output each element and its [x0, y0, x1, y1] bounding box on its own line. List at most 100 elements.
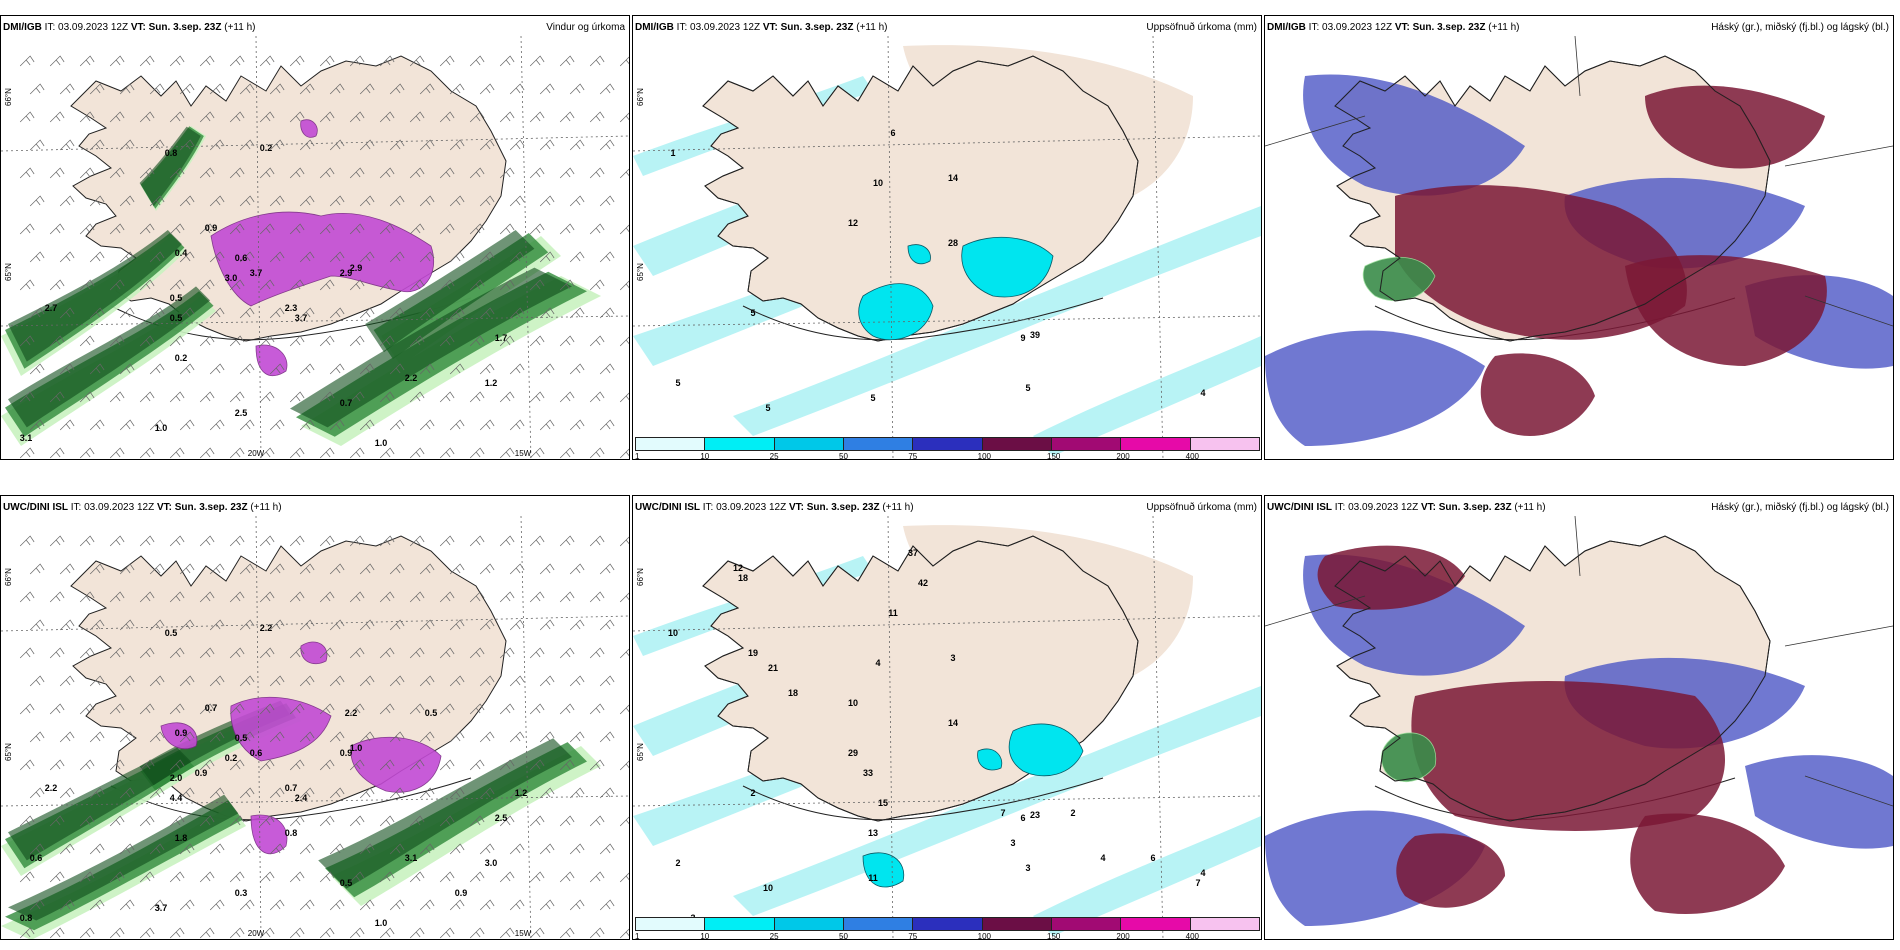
wind-barb	[529, 55, 545, 67]
wind-barb	[169, 447, 185, 459]
wind-barb	[109, 871, 125, 883]
wind-barb	[439, 759, 455, 771]
value-label: 3.7	[155, 903, 168, 913]
wind-barb	[379, 167, 395, 179]
value-label: 3.1	[20, 433, 33, 443]
lon-gridline	[1152, 36, 1164, 459]
wind-barb	[439, 111, 455, 123]
lon-axis-label: 15W	[515, 929, 532, 938]
wind-barb	[499, 927, 515, 939]
wind-barb	[19, 871, 35, 883]
wind-barb	[259, 759, 275, 771]
wind-barb	[29, 899, 45, 911]
wind-barb	[329, 195, 345, 207]
wind-barb	[59, 307, 75, 319]
value-label: 0.9	[340, 748, 353, 758]
wind-barb	[379, 591, 395, 603]
wind-barb	[449, 251, 465, 263]
init-time: IT: 03.09.2023 12Z	[70, 502, 155, 513]
wind-barb	[29, 563, 45, 575]
value-label: 29	[848, 748, 858, 758]
grid-line	[1804, 775, 1893, 807]
wind-barb	[109, 391, 125, 403]
precip-band-dark	[8, 230, 182, 362]
cloud-high-area	[1317, 545, 1465, 610]
wind-barb	[289, 927, 305, 939]
value-label: 0.8	[165, 148, 178, 158]
wind-barb	[619, 168, 629, 179]
wind-barb	[229, 447, 245, 459]
value-label: 0.6	[235, 253, 248, 263]
wind-barb	[409, 111, 425, 123]
wind-barb	[59, 195, 75, 207]
wind-barb	[239, 251, 255, 263]
wind-barb	[439, 535, 455, 547]
colorbar-label: 10	[700, 932, 710, 940]
wind-barb	[149, 363, 165, 375]
wind-barb	[169, 111, 185, 123]
value-label: 0.9	[455, 888, 468, 898]
wind-barb	[29, 195, 45, 207]
wind-barb	[199, 111, 215, 123]
wind-barb	[29, 843, 45, 855]
value-label: 2.3	[285, 303, 298, 313]
wind-barb	[59, 563, 75, 575]
wind-barb	[119, 563, 135, 575]
wind-barb	[379, 279, 395, 291]
wind-barb	[509, 843, 525, 855]
wind-barb	[209, 563, 225, 575]
wind-barb	[569, 787, 585, 799]
wind-barb	[29, 619, 45, 631]
wind-barb	[479, 251, 495, 263]
wind-barb	[359, 139, 375, 151]
wind-barb	[59, 83, 75, 95]
lon-gridline	[1152, 516, 1164, 939]
wind-barb	[49, 703, 65, 715]
lon-axis-label: 15W	[515, 449, 532, 458]
lat-axis-label: 66°N	[636, 568, 645, 586]
colorbar-swatch	[704, 437, 775, 451]
accum-precip-heavy	[862, 852, 905, 888]
wind-barb	[89, 363, 105, 375]
wind-barb	[379, 927, 395, 939]
wind-barb	[299, 419, 315, 431]
value-label: 12	[848, 218, 858, 228]
wind-barb	[329, 363, 345, 375]
value-label: 0.7	[205, 703, 218, 713]
wind-barb	[119, 787, 135, 799]
wind-barb	[109, 647, 125, 659]
value-label: 3.0	[225, 273, 238, 283]
wind-barb	[319, 335, 335, 347]
init-time: IT: 03.09.2023 12Z	[702, 502, 787, 513]
wind-barb	[529, 871, 545, 883]
value-label: 3.7	[250, 268, 263, 278]
wind-barb	[539, 899, 555, 911]
wind-barb	[359, 619, 375, 631]
wind-barb	[229, 927, 245, 939]
wind-barb	[509, 307, 525, 319]
wind-barb	[539, 843, 555, 855]
wind-barb	[89, 195, 105, 207]
cloud-high-area	[1395, 185, 1687, 340]
wind-barb	[599, 139, 615, 151]
wind-barb	[179, 139, 195, 151]
cloud-high-area	[1630, 813, 1785, 914]
wind-barb	[259, 703, 275, 715]
wind-barb	[509, 139, 525, 151]
wind-barb	[229, 279, 245, 291]
wind-barb	[109, 55, 125, 67]
wind-barb	[49, 391, 65, 403]
wind-barb	[269, 787, 285, 799]
value-label: 5	[765, 403, 770, 413]
wind-barb	[439, 391, 455, 403]
value-label: 2.2	[405, 373, 418, 383]
wind-barb	[19, 647, 35, 659]
wind-barb	[199, 223, 215, 235]
wind-barb	[569, 251, 585, 263]
wind-barb	[389, 731, 405, 743]
wind-barb	[139, 535, 155, 547]
wind-barb	[469, 759, 485, 771]
wind-barb	[269, 83, 285, 95]
precip-heavy-area	[255, 344, 288, 376]
value-label: 12	[733, 563, 743, 573]
